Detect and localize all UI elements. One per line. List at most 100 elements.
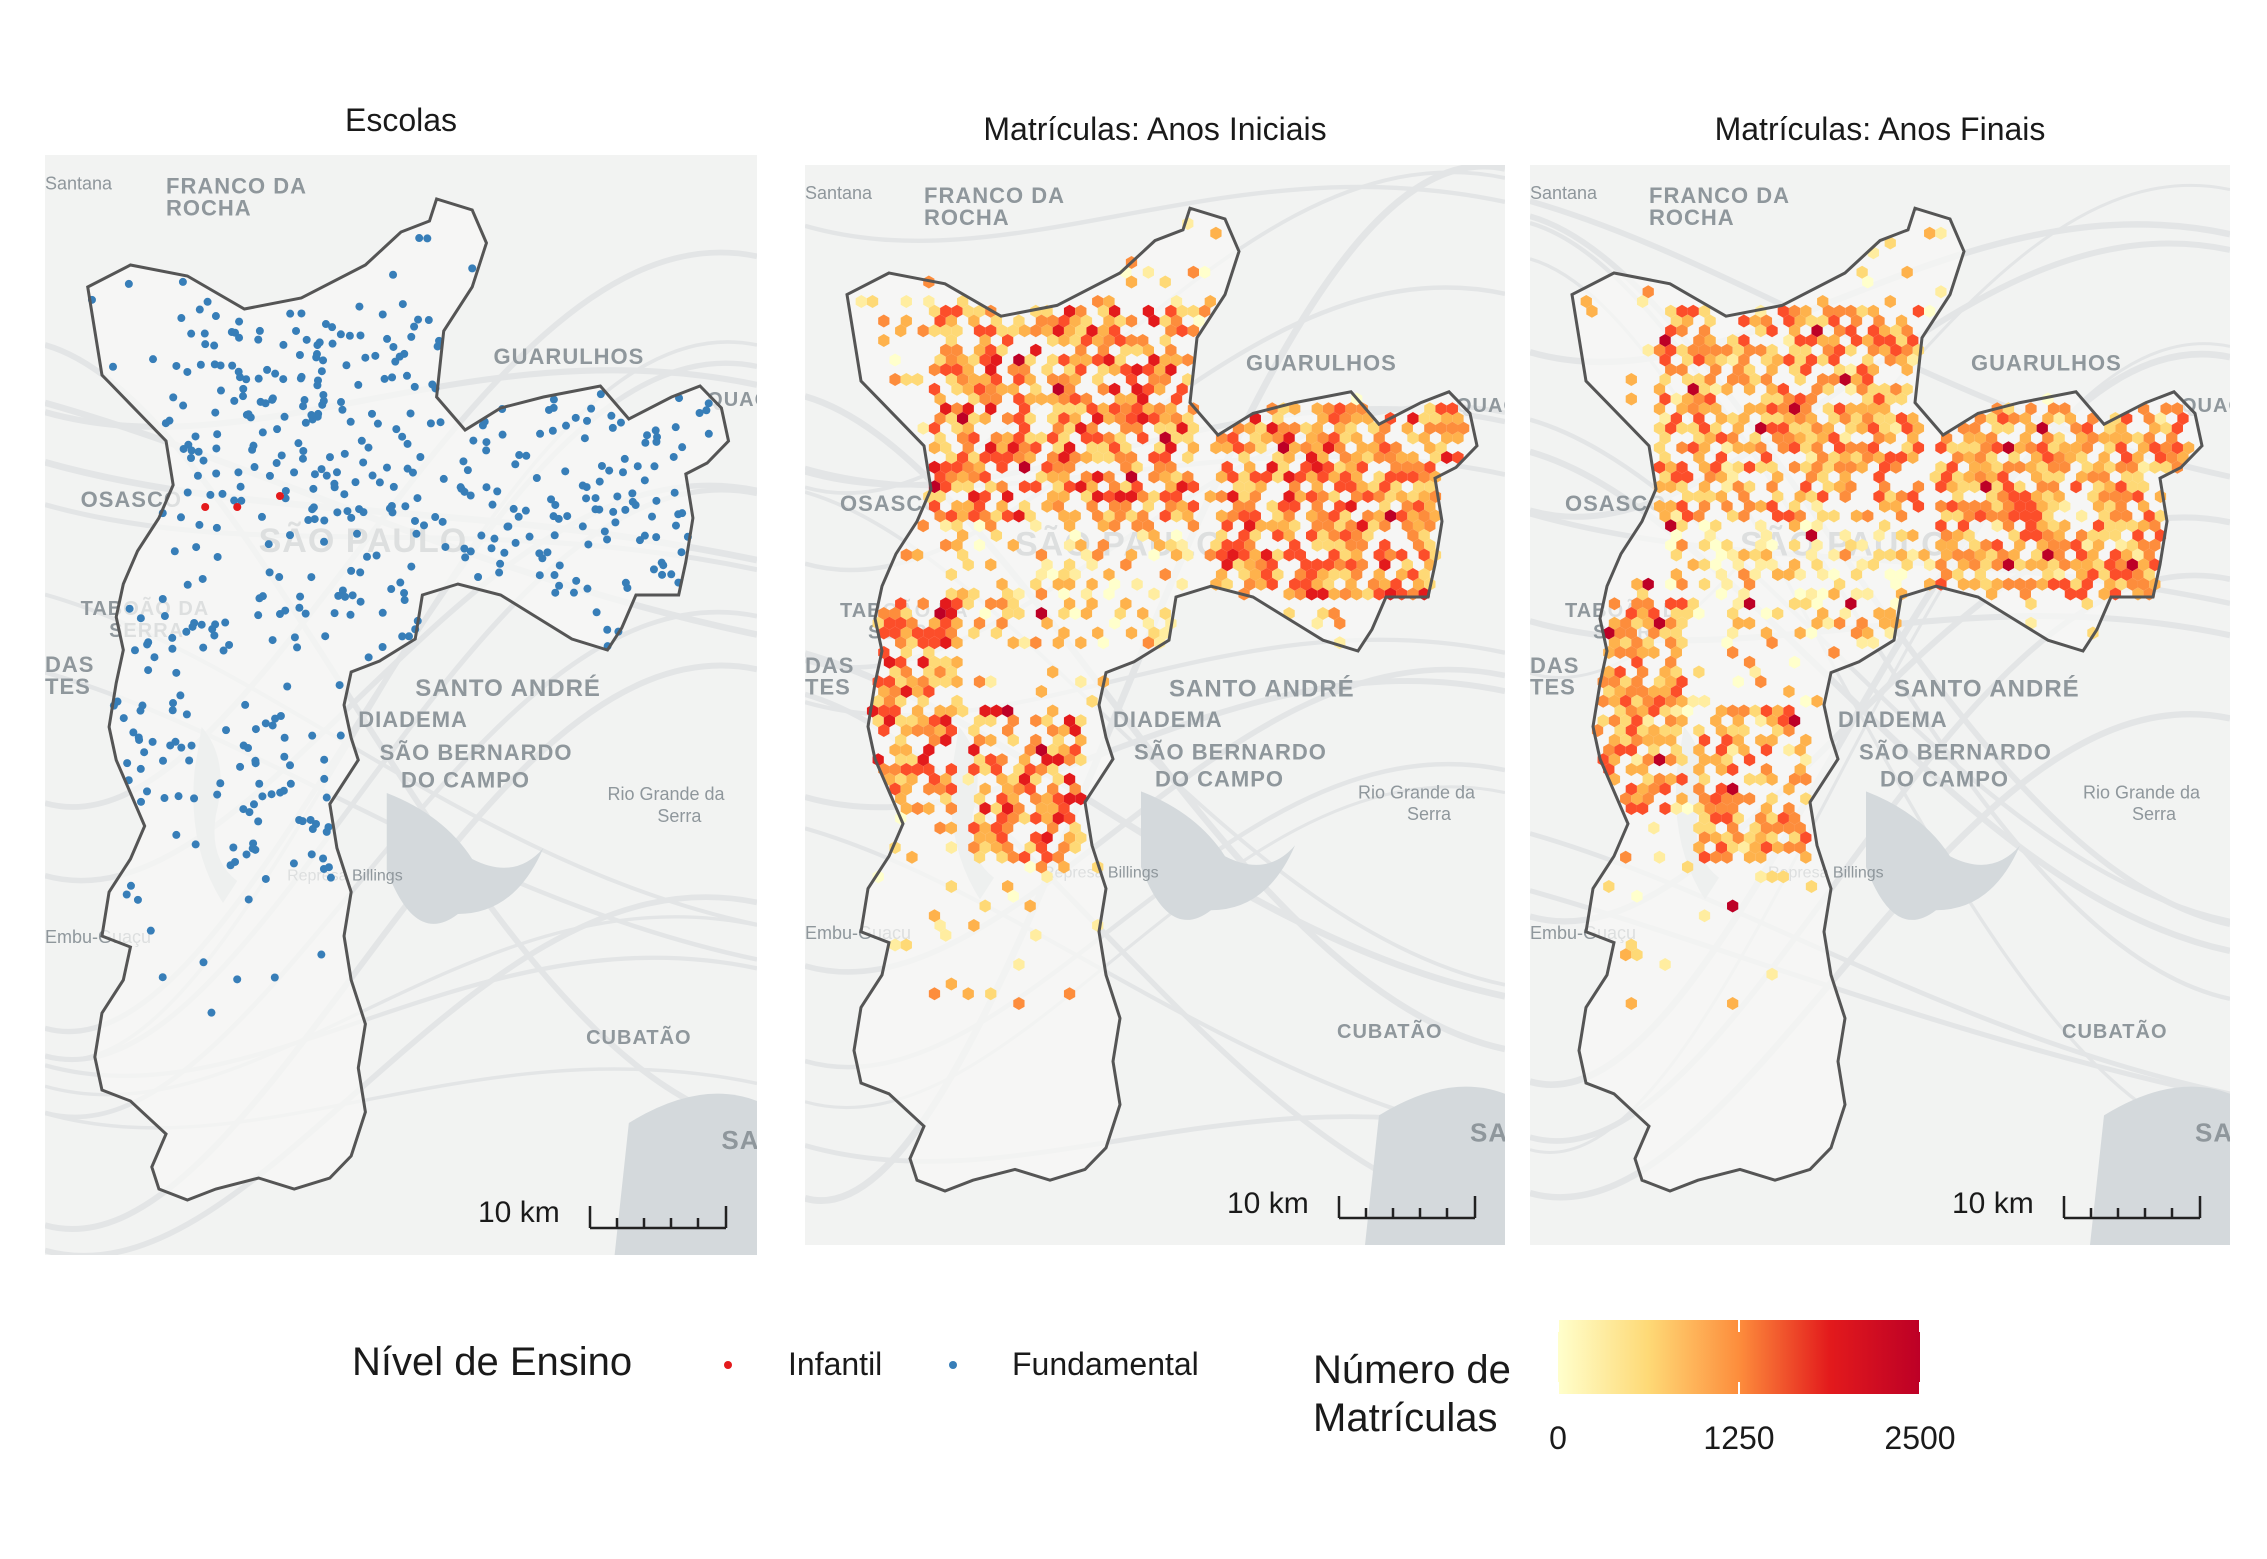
school-point [304,516,313,525]
hexbin-cell [973,714,986,728]
hexbin-cell [1698,772,1711,786]
hexbin-cell [1345,577,1357,591]
hexbin-cell [1249,490,1261,503]
hexbin-cell [1772,412,1784,425]
hexbin-cell [1086,499,1098,513]
basemap-label: Rio Grande da [2083,783,2201,803]
hexbin-cell [2143,431,2155,445]
hexbin-cell [985,714,997,728]
hexbin-cell [1693,392,1705,406]
hexbin-cell [1086,324,1098,338]
hexbin-cell [1772,704,1784,718]
hexbin-cell [1760,548,1773,562]
hexbin-cell [1373,431,1385,445]
hexbin-cell [2059,441,2071,455]
hexbin-cell [1862,373,1874,386]
hexbin-cell [1636,802,1649,815]
hexbin-cell [1704,821,1716,835]
school-point [148,737,157,746]
school-point [168,706,177,715]
hexbin-cell [1850,451,1863,464]
hexbin-cell [1215,509,1228,523]
hexbin-cell [1698,343,1711,357]
hexbin-cell [1384,548,1397,562]
school-point [571,413,580,422]
basemap-label: DAS [45,652,94,677]
hexbin-cell [985,831,997,845]
hexbin-cell [1356,558,1368,572]
school-point [364,653,373,662]
colorbar-gradient [1558,1320,1920,1394]
hexbin-cell [1670,743,1682,757]
school-point [319,854,328,863]
hexbin-cell [1379,441,1391,455]
hexbin-cell [1283,529,1295,542]
school-point [188,622,197,631]
hexbin-cell [1620,616,1632,630]
school-point [521,506,530,515]
hexbin-cell [1035,548,1048,562]
hexbin-cell [1608,636,1621,650]
hexbin-cell [945,353,957,367]
school-point [146,926,155,935]
hexbin-cell [1760,626,1773,640]
hexbin-cell [2121,490,2133,503]
hexbin-cell [1856,421,1868,435]
hexbin-cell [1108,304,1121,318]
school-point [584,540,593,549]
school-point [185,756,194,765]
hexbin-cell [1075,831,1087,845]
hexbin-cell [1058,392,1070,406]
hexbin-cell [1867,304,1880,318]
basemap-label: ROCHA [924,205,1010,230]
hexbin-cell [1985,451,1998,464]
hexbin-cell [2137,519,2150,533]
hexbin-cell [2132,451,2144,464]
hexbin-cell [1103,568,1115,581]
hexbin-cell [2182,441,2195,455]
hexbin-cell [979,373,991,386]
hexbin-cell [1721,499,1733,513]
hexbin-cell [1642,714,1654,728]
school-point [212,469,221,478]
school-point [555,581,564,590]
school-point [293,643,302,652]
hexbin-cell [1013,802,1025,815]
hexbin-cell [1311,558,1323,572]
hexbin-cell [1272,509,1284,523]
hexbin-cell [928,714,941,728]
school-point [268,721,277,730]
basemap-label: DIADEMA [358,707,468,732]
map-anos-finais[interactable]: FRANCO DAROCHAGUARULHOSOSASCOSÃO PAULOTA… [1530,165,2230,1245]
basemap-label: SANTO ANDRÉ [1169,675,1355,703]
school-point [482,446,491,455]
school-point [258,428,267,437]
hexbin-cell [2160,441,2172,455]
hexbin-cell [968,919,980,932]
hexbin-cell [1912,421,1925,435]
hexbin-cell [1895,568,1908,581]
hexbin-cell [1653,441,1666,455]
school-point [525,532,534,541]
hexbin-cell [1041,870,1053,884]
hexbin-cell [1794,314,1806,328]
hexbin-cell [1631,948,1643,962]
hexbin-cell [1659,665,1671,679]
hexbin-cell [1636,646,1649,659]
school-point [388,373,397,382]
hexbin-cell [1687,421,1699,435]
hexbin-cell [1794,412,1806,425]
legend-label-fundamental: Fundamental [1012,1346,1199,1382]
hexbin-cell [900,938,912,952]
hexbin-cell [2042,529,2054,542]
hexbin-cell [1092,548,1104,562]
hexbin-cell [1058,353,1070,367]
map-anos-iniciais[interactable]: FRANCO DAROCHAGUARULHOSOSASCOSÃO PAULOTA… [805,165,1505,1245]
school-point [265,471,274,480]
hexbin-cell [1311,499,1323,513]
hexbin-cell [906,753,918,767]
school-point [400,589,409,598]
map-escolas[interactable]: FRANCO DAROCHAGUARULHOSOSASCOSÃO PAULOTA… [45,155,757,1255]
hexbin-cell [951,616,963,630]
school-point [438,517,447,526]
